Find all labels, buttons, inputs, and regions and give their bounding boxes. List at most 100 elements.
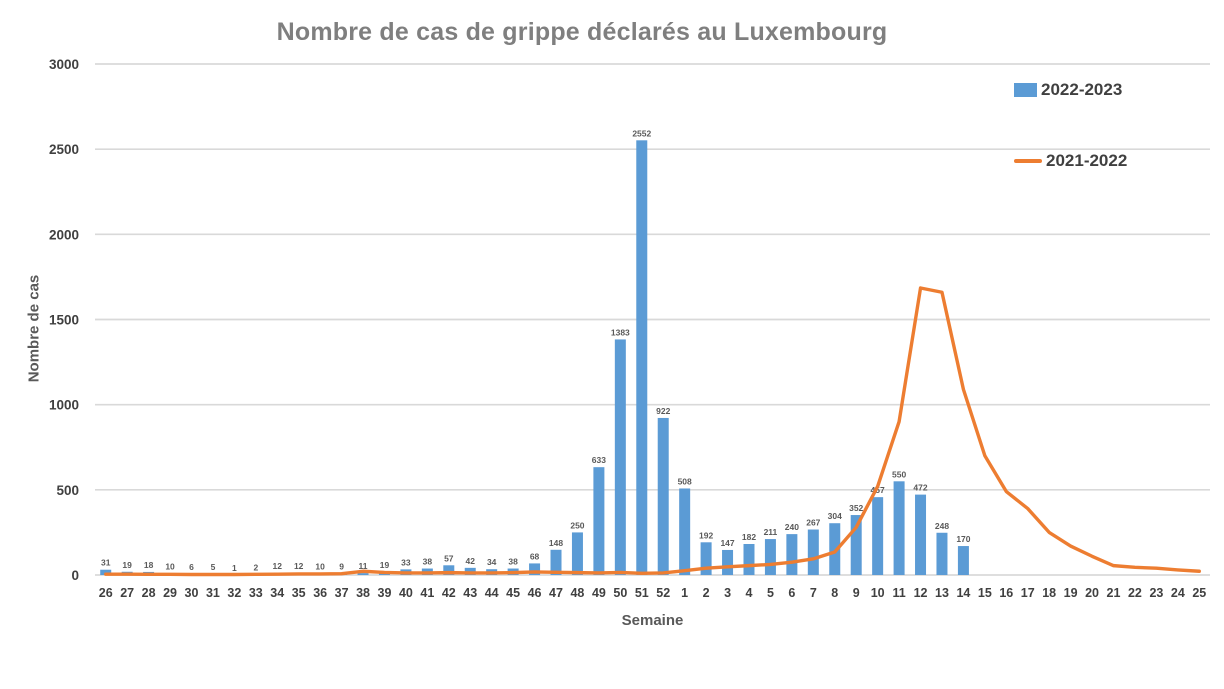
legend-item-2021-2022[interactable]: 2021-2022 (1014, 151, 1127, 171)
bar-2 (700, 542, 712, 575)
bar-4 (743, 543, 755, 575)
x-tick-label: 25 (1192, 586, 1206, 600)
x-tick-label: 44 (485, 586, 499, 600)
bar-value-label: 922 (656, 406, 670, 416)
bar-51 (636, 140, 648, 575)
bar-48 (571, 532, 583, 575)
bar-value-label: 1 (232, 563, 237, 573)
y-tick-label: 500 (56, 483, 79, 498)
x-tick-label: 27 (120, 586, 134, 600)
bar-series-swatch-icon (1014, 83, 1037, 97)
bar-50 (614, 339, 626, 575)
x-tick-label: 21 (1107, 586, 1121, 600)
bar-value-label: 550 (892, 469, 906, 479)
bar-value-label: 31 (101, 558, 111, 568)
y-tick-label: 2500 (49, 142, 79, 157)
bar-value-label: 34 (487, 557, 497, 567)
x-tick-label: 26 (99, 586, 113, 600)
x-tick-label: 43 (463, 586, 477, 600)
y-tick-label: 3000 (49, 57, 79, 72)
x-tick-label: 8 (831, 586, 838, 600)
bar-10 (872, 497, 884, 575)
x-tick-label: 35 (292, 586, 306, 600)
x-tick-label: 9 (853, 586, 860, 600)
x-tick-label: 32 (227, 586, 241, 600)
x-tick-label: 48 (570, 586, 584, 600)
bar-value-label: 9 (339, 561, 344, 571)
x-tick-label: 47 (549, 586, 563, 600)
x-tick-label: 42 (442, 586, 456, 600)
x-tick-label: 30 (185, 586, 199, 600)
x-tick-label: 34 (270, 586, 284, 600)
x-axis-title: Semaine (621, 612, 684, 629)
y-tick-label: 1500 (49, 313, 79, 328)
bar-12 (915, 494, 927, 575)
bar-3 (722, 549, 734, 575)
x-tick-label: 33 (249, 586, 263, 600)
x-tick-label: 37 (335, 586, 349, 600)
x-tick-label: 7 (810, 586, 817, 600)
bar-11 (893, 481, 905, 575)
bar-8 (829, 523, 841, 575)
line-series-2021-2022 (104, 286, 1201, 577)
bar-value-label: 211 (764, 527, 778, 537)
bar-value-label: 508 (678, 476, 692, 486)
bar-value-label: 147 (720, 538, 734, 548)
x-tick-label: 49 (592, 586, 606, 600)
bar-value-label: 33 (401, 557, 411, 567)
bar-value-label: 148 (549, 538, 563, 548)
x-tick-label: 4 (746, 586, 753, 600)
bar-14 (957, 546, 969, 575)
x-tick-label: 31 (206, 586, 220, 600)
bar-value-label: 68 (530, 551, 540, 561)
x-tick-label: 10 (871, 586, 885, 600)
x-tick-label: 6 (788, 586, 795, 600)
x-tick-label: 51 (635, 586, 649, 600)
legend-label-2022-2023: 2022-2023 (1041, 80, 1123, 99)
bar-value-label: 38 (508, 557, 518, 567)
bar-26 (100, 569, 112, 575)
bar-52 (657, 417, 669, 575)
bar-value-label: 11 (359, 561, 368, 571)
x-tick-label: 41 (420, 586, 434, 600)
bar-value-label: 38 (423, 557, 433, 567)
chart-title: Nombre de cas de grippe déclarés au Luxe… (276, 18, 888, 46)
line-series-swatch-icon (1014, 159, 1042, 163)
bar-value-label: 2 (253, 563, 258, 573)
bar-value-label: 57 (444, 553, 454, 563)
legend-item-2022-2023[interactable]: 2022-2023 (1014, 80, 1122, 100)
bar-value-label: 182 (742, 532, 756, 542)
bar-value-label: 240 (785, 522, 799, 532)
bar-7 (807, 529, 819, 575)
y-tick-label: 2000 (49, 227, 79, 242)
bar-13 (936, 532, 948, 575)
bar-value-label: 12 (294, 561, 304, 571)
bar-value-label: 10 (165, 561, 175, 571)
bar-value-label: 633 (592, 455, 606, 465)
bar-value-label: 2552 (632, 128, 651, 138)
bar-6 (786, 534, 798, 575)
x-tick-label: 45 (506, 586, 520, 600)
bar-value-label: 19 (122, 560, 132, 570)
bar-value-label: 6 (189, 562, 194, 572)
x-tick-label: 2 (703, 586, 710, 600)
y-tick-label: 1000 (49, 398, 79, 413)
x-tick-label: 20 (1085, 586, 1099, 600)
x-tick-label: 28 (142, 586, 156, 600)
x-tick-label: 24 (1171, 586, 1185, 600)
bar-value-label: 10 (315, 561, 325, 571)
x-tick-label: 12 (914, 586, 928, 600)
bar-value-label: 42 (466, 556, 476, 566)
y-axis-title: Nombre de cas (25, 274, 43, 383)
bar-38 (357, 573, 369, 575)
x-tick-label: 50 (613, 586, 627, 600)
x-tick-label: 1 (681, 586, 688, 600)
x-tick-label: 16 (999, 586, 1013, 600)
x-tick-label: 40 (399, 586, 413, 600)
bar-value-label: 5 (211, 562, 216, 572)
bar-9 (850, 515, 862, 575)
x-tick-label: 29 (163, 586, 177, 600)
bar-value-label: 250 (570, 520, 584, 530)
bar-1 (679, 488, 691, 575)
